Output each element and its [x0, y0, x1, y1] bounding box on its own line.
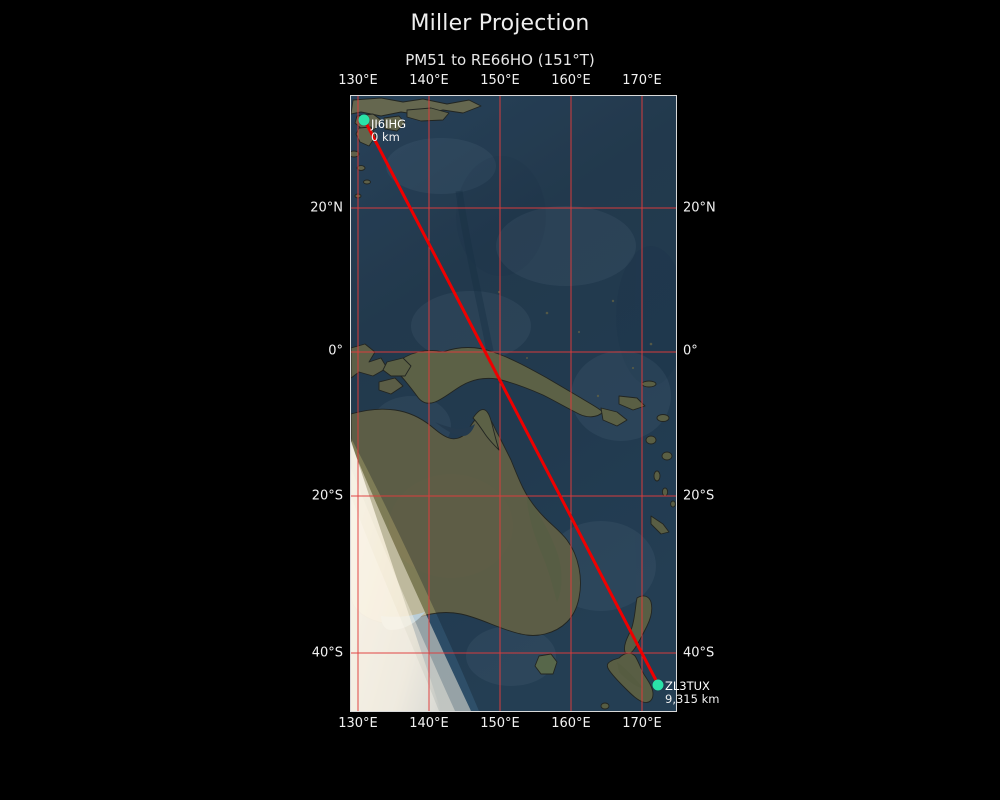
lat-tick-left-0: 20°N	[310, 200, 343, 216]
page-title: Miller Projection	[410, 11, 590, 36]
graticule	[351, 96, 676, 711]
station-marker-ji6ihg[interactable]	[358, 114, 370, 126]
station-label-zl3tux: ZL3TUX 9,315 km	[665, 680, 719, 706]
station-marker-zl3tux[interactable]	[652, 679, 664, 691]
station-label-ji6ihg: JI6IHG 0 km	[371, 118, 406, 144]
lat-tick-right-1: 0°	[683, 343, 698, 359]
lon-tick-bottom-3: 160°E	[551, 716, 591, 731]
lon-tick-bottom-0: 130°E	[338, 716, 378, 731]
lat-tick-left-1: 0°	[328, 343, 343, 359]
figure-subtitle: PM51 to RE66HO (151°T)	[405, 51, 595, 69]
station-distance: 9,315 km	[665, 692, 720, 706]
lon-tick-top-2: 150°E	[480, 73, 520, 88]
lon-tick-bottom-1: 140°E	[409, 716, 449, 731]
station-distance: 0 km	[371, 130, 400, 144]
lon-tick-top-1: 140°E	[409, 73, 449, 88]
lat-tick-right-3: 40°S	[683, 645, 715, 661]
lat-tick-right-2: 20°S	[683, 488, 715, 504]
station-callsign: JI6IHG	[371, 117, 407, 131]
lat-tick-left-2: 20°S	[311, 488, 343, 504]
map-frame[interactable]	[350, 95, 677, 712]
lon-tick-bottom-2: 150°E	[480, 716, 520, 731]
map-canvas	[351, 96, 676, 711]
station-callsign: ZL3TUX	[665, 679, 710, 693]
map-graphic	[351, 96, 676, 711]
lon-tick-top-3: 160°E	[551, 73, 591, 88]
lon-tick-top-0: 130°E	[338, 73, 378, 88]
lon-tick-top-4: 170°E	[622, 73, 662, 88]
great-circle-path	[363, 119, 661, 688]
lat-tick-left-3: 40°S	[311, 645, 343, 661]
lon-tick-bottom-4: 170°E	[622, 716, 662, 731]
lat-tick-right-0: 20°N	[683, 200, 716, 216]
